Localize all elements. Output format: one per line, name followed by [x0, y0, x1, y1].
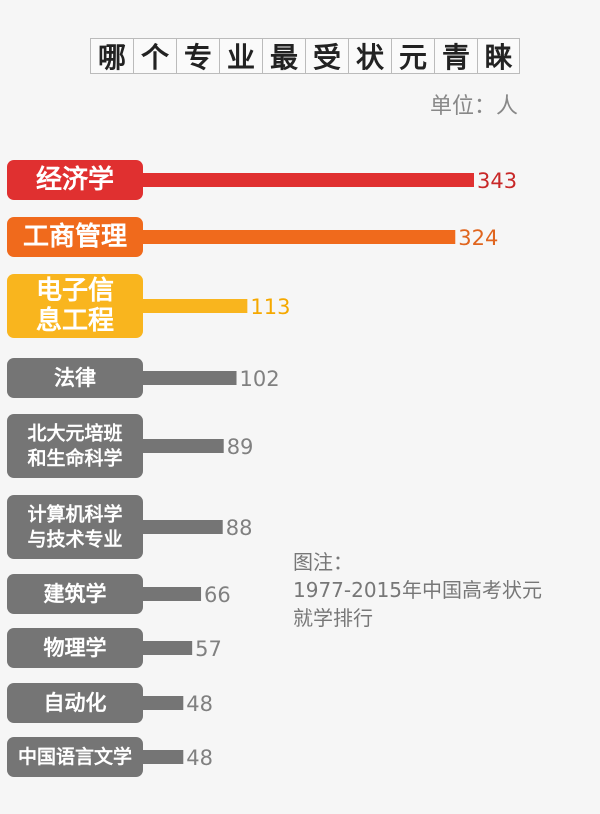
value-label: 102 [240, 367, 280, 391]
bar [132, 173, 474, 187]
category-label: 法律 [54, 366, 96, 390]
value-label: 66 [204, 583, 231, 607]
bar [132, 439, 224, 453]
category-label: 物理学 [44, 636, 107, 660]
value-label: 48 [186, 746, 213, 770]
value-label: 48 [186, 692, 213, 716]
chart-note: 图注： 1977-2015年中国高考状元 就学排行 [293, 548, 542, 632]
category-label: 工商管理 [23, 221, 127, 252]
value-label: 89 [227, 435, 254, 459]
category-pill [7, 495, 143, 559]
category-label: 与技术专业 [27, 528, 122, 551]
category-label: 计算机科学 [27, 503, 122, 526]
title-char: 业 [219, 38, 262, 74]
chart-title: 哪个专业最受状元青睐 [90, 38, 520, 74]
title-char: 哪 [90, 38, 133, 74]
category-pill [7, 274, 143, 338]
category-label: 电子信 [36, 276, 114, 306]
category-label: 中国语言文学 [18, 745, 132, 768]
value-label: 88 [226, 516, 253, 540]
bar [132, 750, 184, 764]
bar [132, 587, 202, 601]
title-char: 专 [176, 38, 219, 74]
note-heading: 图注： [293, 550, 353, 574]
value-label: 324 [458, 226, 498, 250]
bar [132, 641, 193, 655]
bar [132, 520, 223, 534]
category-pill [7, 683, 143, 723]
title-char: 个 [133, 38, 176, 74]
category-label: 自动化 [44, 691, 107, 715]
category-pill [7, 574, 143, 614]
category-label: 建筑学 [44, 582, 107, 606]
title-char: 最 [262, 38, 305, 74]
category-pill [7, 414, 143, 478]
note-line: 1977-2015年中国高考状元 [293, 578, 543, 602]
title-char: 受 [305, 38, 348, 74]
bar [132, 230, 456, 244]
category-label: 北大元培班 [27, 422, 122, 445]
title-char: 状 [348, 38, 391, 74]
category-label: 经济学 [36, 164, 114, 195]
category-pill [7, 628, 143, 668]
unit-label: 单位：人 [429, 94, 518, 119]
title-char: 睐 [477, 38, 520, 74]
bar [132, 696, 184, 710]
value-label: 113 [250, 295, 290, 319]
category-pill [7, 737, 143, 777]
title-char: 青 [434, 38, 477, 74]
bar [132, 299, 248, 313]
category-pill [7, 160, 143, 200]
note-line: 就学排行 [293, 606, 373, 630]
category-label: 和生命科学 [27, 447, 122, 470]
category-pill [7, 358, 143, 398]
category-pill [7, 217, 143, 257]
value-label: 57 [195, 637, 222, 661]
value-label: 343 [477, 169, 517, 193]
title-char: 元 [391, 38, 434, 74]
bar [132, 371, 237, 385]
category-label: 息工程 [36, 305, 114, 336]
